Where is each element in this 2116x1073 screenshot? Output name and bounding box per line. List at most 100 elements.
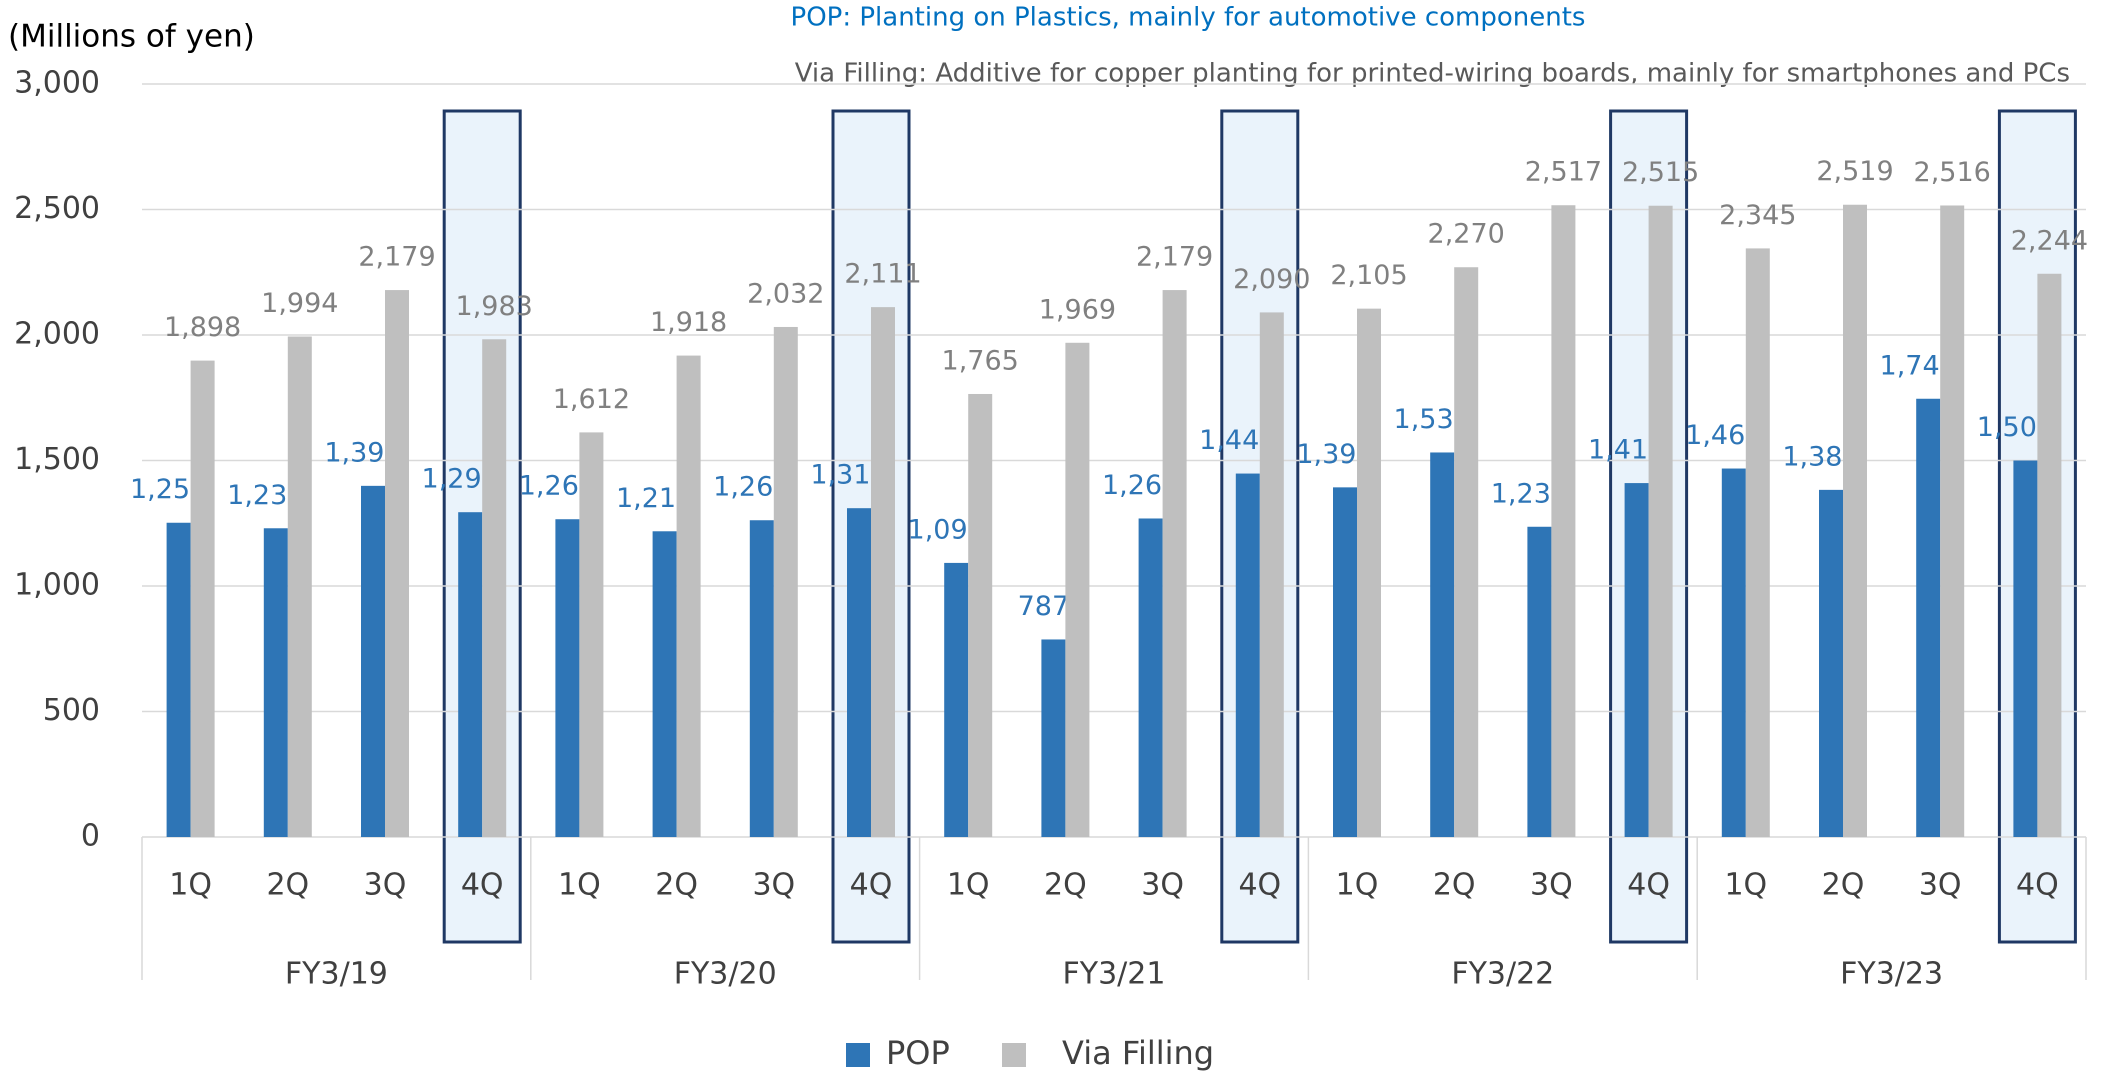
group-label: FY3/22 [1451,957,1554,992]
bar [1527,526,1552,837]
bar [1551,205,1576,837]
y-tick-label: 1,500 [14,442,100,477]
bar [458,512,483,837]
group-label: FY3/19 [285,957,388,992]
bar [1624,483,1649,837]
x-tick-label: 2Q [1044,868,1087,903]
x-tick-label: 1Q [1724,868,1767,903]
x-tick-label: 1Q [558,868,601,903]
x-tick-label: 4Q [461,868,504,903]
x-tick-label: 2Q [1822,868,1865,903]
x-tick-label: 3Q [1141,868,1184,903]
group-label: FY3/20 [674,957,777,992]
bar [166,522,191,837]
bar [263,528,288,837]
bar [1454,267,1479,838]
bar [1357,308,1381,837]
bar [944,562,969,837]
bar [676,355,701,837]
bar [482,339,507,837]
group-label: FY3/21 [1063,957,1166,992]
y-tick-label: 500 [43,693,100,728]
legend-label: POP [886,1034,950,1072]
data-label: 2,519 [1816,156,1893,187]
bar [749,520,774,837]
data-label: 1,994 [261,288,338,319]
y-tick-label: 1,000 [14,568,100,603]
bar [1235,473,1260,837]
bar [847,508,871,837]
data-label: 1,898 [164,312,241,343]
x-tick-label: 3Q [1919,868,1962,903]
bar [871,307,895,837]
data-label: 1,969 [1039,294,1116,325]
data-label: 2,244 [2011,225,2088,256]
bar [1648,205,1673,838]
x-tick-label: 1Q [1336,868,1379,903]
bar [1041,639,1066,837]
bar [1843,204,1867,837]
bar [385,290,409,837]
data-label: 2,032 [747,278,824,309]
x-tick-label: 2Q [1433,868,1476,903]
legend-swatch [1002,1043,1026,1067]
y-tick-label: 0 [81,819,100,854]
x-tick-label: 4Q [1238,868,1281,903]
bar [579,432,604,837]
bar [1745,248,1770,837]
data-label: 1,612 [553,384,630,415]
bar [1162,290,1187,837]
x-tick-label: 2Q [266,868,309,903]
x-tick-label: 1Q [947,868,990,903]
bar [555,519,580,837]
bar [1138,518,1163,837]
bar [2013,460,2038,837]
bar [1940,205,1965,837]
bar [652,531,677,837]
bar [1333,487,1357,837]
data-label: 2,179 [358,242,435,273]
data-label: 787 [1018,591,1070,622]
y-tick-label: 2,500 [14,191,100,226]
bar [1916,398,1941,837]
bar [968,393,993,837]
data-label: 2,090 [1233,264,1310,295]
x-tick-label: 2Q [655,868,698,903]
bar [2037,273,2062,838]
data-label: 2,517 [1525,157,1602,188]
data-label: 2,111 [844,259,921,290]
x-tick-label: 3Q [1530,868,1573,903]
data-label: 2,345 [1719,200,1796,231]
bar [1065,342,1090,837]
y-tick-label: 3,000 [14,66,100,101]
bar [1430,452,1455,837]
x-tick-label: 3Q [364,868,407,903]
data-label: 2,105 [1330,260,1407,291]
x-tick-label: 1Q [169,868,212,903]
data-label: 2,270 [1428,219,1505,250]
data-label: 1,765 [942,345,1019,376]
data-label: 2,515 [1622,157,1699,188]
group-label: FY3/23 [1840,957,1943,992]
bar [1259,312,1284,837]
bar [1819,489,1843,837]
x-tick-label: 4Q [850,868,893,903]
bar [287,336,312,837]
legend-swatch [846,1043,870,1067]
data-label: 2,516 [1914,157,1991,188]
bar [190,360,215,837]
legend-label: Via Filling [1062,1034,1214,1072]
bar [773,326,798,837]
bar [361,485,385,837]
data-label: 2,179 [1136,242,1213,273]
bar [1721,468,1746,837]
data-label: 1,918 [650,307,727,338]
x-tick-label: 4Q [2016,868,2059,903]
y-tick-label: 2,000 [14,317,100,352]
x-tick-label: 4Q [1627,868,1670,903]
annotation: POP: Planting on Plastics, mainly for au… [791,3,1586,33]
x-tick-label: 3Q [752,868,795,903]
y-axis-label: (Millions of yen) [8,19,255,55]
data-label: 1,983 [456,291,533,322]
